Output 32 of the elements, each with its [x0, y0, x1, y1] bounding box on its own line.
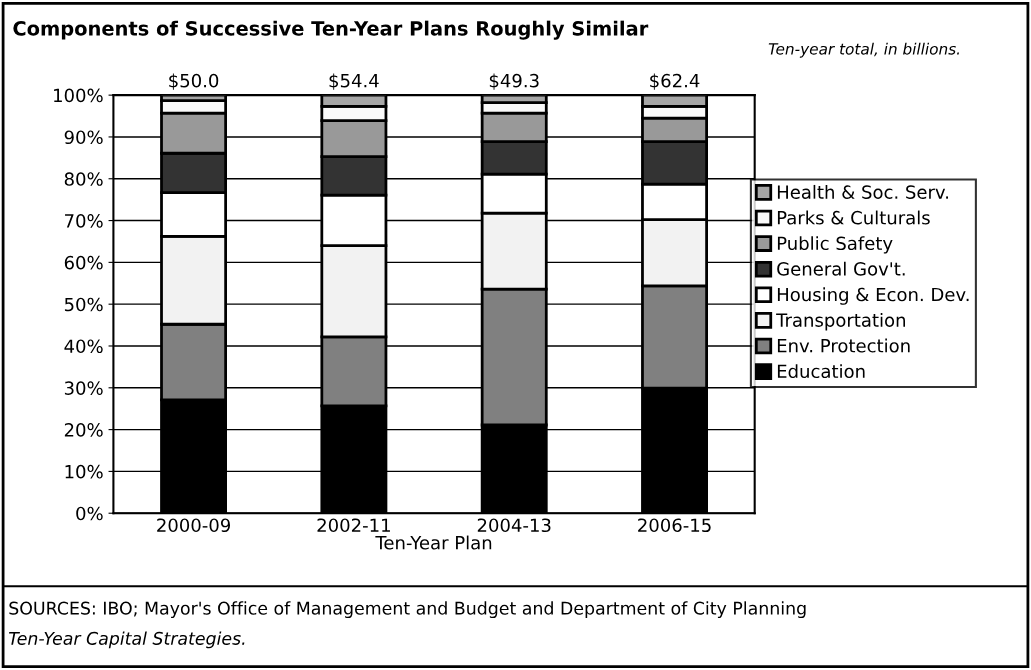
y-tick-label: 100% [54, 88, 103, 103]
x-tick-label: 2004-13 [477, 518, 551, 533]
text: Ten-year total, in billions. [768, 42, 959, 58]
annotation: $49.3 [489, 73, 539, 90]
legend-label: Health & Soc. Serv. [777, 184, 948, 199]
y-tick-label: 60% [64, 255, 103, 270]
y-tick-label: 80% [64, 172, 103, 186]
x-tick-label: 2006-15 [638, 518, 711, 533]
y-tick-label: 10% [65, 464, 103, 479]
y-tick-label: 50% [64, 297, 103, 312]
chart-title: Components of Successive Ten-Year Plans Roughly Similar [13, 20, 649, 40]
y-tick-label: 30% [64, 381, 103, 395]
y-tick-label: 70% [65, 214, 103, 228]
legend-label: Transportation [776, 312, 905, 331]
source-note: SOURCES: IBO; Mayor's Office of Management and Budget and Department of City Planning [9, 601, 806, 619]
legend-label: General Gov't. [777, 261, 905, 276]
legend-label: Env. Protection [777, 338, 910, 353]
y-tick-label: 40% [64, 339, 103, 354]
x-axis-title: Ten-Year Plan [375, 535, 492, 550]
annotation: $54.4 [329, 73, 379, 90]
x-tick-label: 2002-11 [317, 518, 390, 533]
text: Ten-Year Capital Strategies. [8, 631, 245, 649]
legend-label: Education [777, 364, 865, 379]
y-tick-label: 20% [64, 423, 103, 437]
x-tick-label: 2000-09 [157, 518, 231, 533]
legend-label: Parks & Culturals [777, 210, 930, 225]
y-tick-label: 0% [76, 506, 103, 521]
legend-label: Public Safety [777, 236, 893, 254]
annotation: $50.0 [169, 73, 219, 90]
legend-label: Housing & Econ. Dev. [777, 287, 969, 305]
y-tick-label: 90% [64, 130, 103, 145]
annotation: $62.4 [650, 73, 700, 90]
